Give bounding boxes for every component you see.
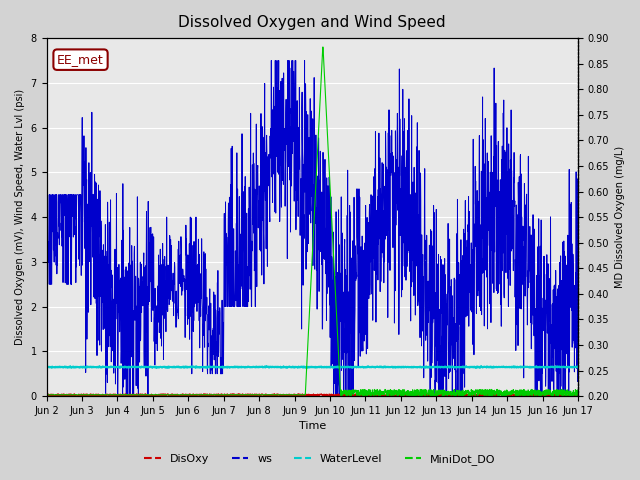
Title: Dissolved Oxygen and Wind Speed: Dissolved Oxygen and Wind Speed: [179, 15, 446, 30]
Legend: DisOxy, ws, WaterLevel, MiniDot_DO: DisOxy, ws, WaterLevel, MiniDot_DO: [140, 450, 500, 469]
MiniDot_DO: [429, 393, 436, 399]
ws: [528, 257, 536, 263]
WaterLevel: [543, 364, 550, 370]
Y-axis label: Dissolved Oxygen (mV), Wind Speed, Water Lvl (psi): Dissolved Oxygen (mV), Wind Speed, Water…: [15, 89, 25, 345]
DisOxy: [528, 392, 536, 398]
ws: [574, 266, 582, 272]
MiniDot_DO: [191, 392, 198, 397]
Line: WaterLevel: WaterLevel: [47, 366, 578, 368]
DisOxy: [328, 393, 335, 398]
WaterLevel: [340, 364, 348, 370]
DisOxy: [43, 391, 51, 397]
WaterLevel: [528, 364, 536, 370]
Y-axis label: MD Dissolved Oxygen (mg/L): MD Dissolved Oxygen (mg/L): [615, 146, 625, 288]
MiniDot_DO: [543, 392, 550, 397]
DisOxy: [191, 392, 198, 398]
MiniDot_DO: [528, 392, 536, 397]
Line: DisOxy: DisOxy: [47, 394, 578, 396]
ws: [340, 289, 348, 295]
ws: [114, 393, 122, 399]
ws: [43, 192, 51, 198]
ws: [467, 283, 475, 289]
MiniDot_DO: [339, 390, 347, 396]
WaterLevel: [574, 364, 582, 370]
DisOxy: [339, 393, 347, 398]
MiniDot_DO: [574, 387, 582, 393]
Text: EE_met: EE_met: [57, 53, 104, 66]
WaterLevel: [67, 363, 74, 369]
WaterLevel: [191, 364, 199, 370]
DisOxy: [467, 393, 475, 398]
DisOxy: [543, 392, 550, 398]
X-axis label: Time: Time: [299, 421, 326, 432]
WaterLevel: [467, 364, 475, 370]
ws: [328, 256, 336, 262]
DisOxy: [574, 391, 582, 397]
ws: [268, 58, 275, 63]
Line: MiniDot_DO: MiniDot_DO: [47, 47, 578, 396]
Line: ws: ws: [47, 60, 578, 396]
MiniDot_DO: [467, 391, 475, 397]
WaterLevel: [329, 365, 337, 371]
DisOxy: [259, 391, 266, 397]
DisOxy: [341, 393, 349, 399]
ws: [191, 301, 199, 307]
MiniDot_DO: [328, 215, 335, 220]
WaterLevel: [43, 364, 51, 370]
ws: [543, 271, 550, 277]
WaterLevel: [328, 364, 335, 370]
MiniDot_DO: [43, 392, 51, 397]
MiniDot_DO: [319, 44, 326, 50]
